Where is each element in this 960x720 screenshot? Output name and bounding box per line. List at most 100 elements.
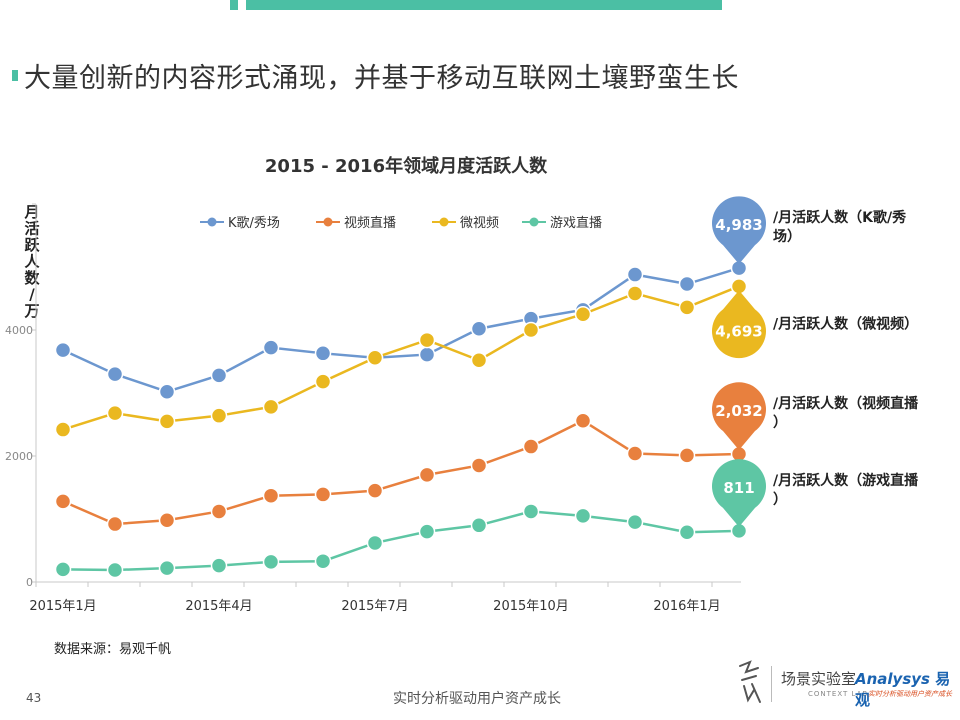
- data-point: [418, 466, 436, 484]
- data-point: [626, 513, 644, 531]
- x-tick-label: 2016年1月: [653, 599, 720, 614]
- y-axis-title: 月活跃人数/万: [23, 203, 40, 320]
- footer-slogan: 实时分析驱动用户资产成长: [393, 691, 561, 707]
- legend-marker: [207, 217, 217, 227]
- data-point: [210, 503, 228, 520]
- y-tick-label: 0: [26, 576, 33, 589]
- data-point: [522, 503, 540, 520]
- y-axis-title-char: 万: [23, 302, 39, 320]
- data-point: [54, 561, 72, 578]
- callout-value: 811: [723, 479, 754, 497]
- callout-label-line: ）: [773, 492, 787, 508]
- series-line: [62, 285, 740, 431]
- lab-logo-icon: [739, 660, 761, 703]
- callout-label: /月活跃人数（游戏直播 ）: [773, 472, 919, 508]
- data-point: [626, 285, 644, 302]
- x-tick-label: 2015年7月: [341, 599, 408, 614]
- data-point: [314, 373, 332, 390]
- brand-name-cn: 易观: [855, 670, 951, 709]
- data-point: [522, 321, 540, 339]
- legend-marker: [529, 217, 539, 227]
- data-point: [158, 383, 176, 400]
- callout-value: 4,693: [715, 322, 762, 340]
- data-point: [314, 486, 332, 503]
- legend-label: 微视频: [460, 216, 499, 231]
- callout-label-line: 场）: [773, 229, 801, 245]
- callout-label: /月活跃人数（K歌/秀场）: [773, 209, 907, 245]
- data-point: [522, 438, 540, 455]
- callout-pin: [712, 459, 766, 527]
- callout-pin: [712, 290, 767, 359]
- brand-logo: Analysys 易观: [855, 668, 960, 710]
- data-point: [106, 365, 124, 383]
- callout-value: 4,983: [715, 216, 762, 234]
- top-accent-bar: [230, 0, 238, 10]
- logo-separator: [771, 666, 772, 702]
- y-axis-title-char: 跃: [24, 236, 40, 254]
- legend-label: K歌/秀场: [228, 216, 280, 231]
- callout-label-line: /月活跃人数（微视频）: [773, 315, 918, 332]
- callout-label-line: /月活跃人数（视频直播: [773, 395, 919, 412]
- data-point: [106, 561, 124, 579]
- data-point: [678, 447, 696, 464]
- data-point: [418, 331, 436, 349]
- data-point: [678, 523, 696, 541]
- legend-marker: [323, 217, 333, 227]
- lab-subtitle: CONTEXT LAB: [808, 690, 869, 698]
- brand-name: Analysys: [855, 670, 930, 688]
- top-accent-bar: [246, 0, 722, 10]
- x-tick-label: 2015年10月: [493, 599, 569, 614]
- data-point: [158, 512, 176, 529]
- data-point: [574, 412, 592, 429]
- lab-name: 场景实验室: [781, 670, 857, 688]
- data-point: [314, 345, 332, 362]
- data-point: [678, 299, 696, 316]
- legend-label: 游戏直播: [550, 216, 602, 231]
- data-point: [54, 493, 72, 510]
- callout-label-line: /月活跃人数（K歌/秀: [773, 209, 907, 226]
- data-point: [106, 404, 124, 422]
- y-axis-title-char: 数: [24, 269, 40, 287]
- data-point: [106, 515, 124, 533]
- x-tick-label: 2015年4月: [185, 599, 252, 614]
- y-tick-label: 4000: [5, 324, 33, 337]
- callout-label-line: ）: [773, 415, 787, 431]
- series-line: [62, 419, 740, 526]
- chart-title: 2015 - 2016年领域月度活跃人数: [265, 155, 548, 177]
- data-point: [210, 407, 228, 424]
- data-point: [262, 398, 280, 416]
- data-point: [574, 306, 592, 323]
- data-point: [418, 523, 436, 540]
- x-tick-label: 2015年1月: [29, 599, 96, 614]
- data-point: [678, 275, 696, 293]
- data-point: [158, 559, 176, 577]
- data-source: 数据来源：易观千帆: [54, 642, 172, 657]
- y-tick-label: 2000: [5, 450, 33, 463]
- legend-label: 视频直播: [344, 216, 396, 231]
- y-axis-title-char: 活: [24, 220, 39, 238]
- page-number: 43: [26, 691, 42, 705]
- data-point: [470, 457, 488, 474]
- data-point: [418, 346, 436, 363]
- slide-headline: 大量创新的内容形式涌现，并基于移动互联网土壤野蛮生长: [24, 63, 739, 94]
- data-point: [626, 266, 644, 283]
- data-point: [210, 367, 228, 384]
- callout-label-line: /月活跃人数（游戏直播: [773, 472, 919, 489]
- callout-label: /月活跃人数（视频直播 ）: [773, 395, 919, 431]
- series-line: [62, 510, 740, 572]
- callout-label: /月活跃人数（微视频）: [773, 315, 918, 332]
- data-point: [366, 349, 384, 366]
- data-point: [210, 557, 228, 574]
- data-point: [54, 341, 72, 359]
- y-axis-title-char: /: [29, 286, 35, 304]
- data-point: [262, 487, 280, 504]
- data-point: [626, 445, 644, 462]
- data-point: [158, 413, 176, 430]
- data-point: [470, 351, 488, 369]
- data-point: [366, 534, 384, 552]
- callout-pin: [712, 196, 767, 265]
- data-point: [262, 339, 280, 356]
- series-line: [62, 266, 740, 394]
- data-point: [470, 517, 488, 534]
